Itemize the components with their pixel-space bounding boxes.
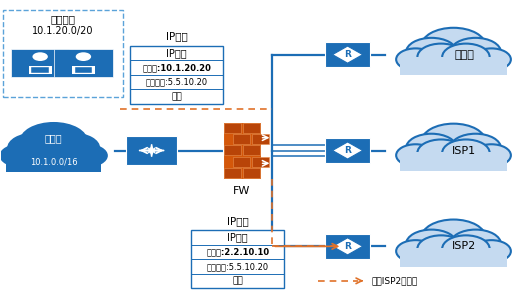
FancyBboxPatch shape [326,42,370,67]
Circle shape [0,144,41,167]
Bar [243,123,260,132]
Text: ISP2: ISP2 [452,241,476,251]
Bar [400,152,507,171]
Bar [243,168,260,178]
Circle shape [442,235,490,262]
FancyBboxPatch shape [72,66,95,74]
Circle shape [396,240,435,262]
Circle shape [66,144,108,167]
Text: 10.1.0.0/16: 10.1.0.0/16 [30,158,78,167]
Bar [6,153,101,172]
Circle shape [472,240,511,262]
Circle shape [417,139,465,166]
Circle shape [406,134,457,163]
Bar [31,67,49,73]
FancyBboxPatch shape [54,49,113,77]
Text: 目的地址:5.5.10.20: 目的地址:5.5.10.20 [145,78,208,87]
Circle shape [39,139,90,167]
Circle shape [20,122,88,161]
Circle shape [46,133,100,163]
Text: R: R [344,242,351,251]
Circle shape [406,230,457,258]
Text: 上网用户: 上网用户 [50,14,75,25]
Text: R: R [344,50,351,59]
FancyBboxPatch shape [3,10,123,97]
Circle shape [417,44,465,70]
Text: 校园网: 校园网 [45,134,63,144]
Circle shape [396,48,435,70]
Text: ISP1: ISP1 [452,145,476,156]
Polygon shape [332,142,363,159]
FancyBboxPatch shape [131,46,223,104]
Text: IP报文: IP报文 [227,216,249,226]
Circle shape [450,230,501,258]
Bar [252,157,269,167]
Text: 数据: 数据 [233,277,243,286]
Bar [400,248,507,266]
Circle shape [7,133,61,163]
Circle shape [442,44,490,70]
Bar [224,168,241,178]
Text: IP报文: IP报文 [166,32,187,42]
Bar [233,157,250,167]
Bar [224,145,241,155]
FancyBboxPatch shape [11,49,69,77]
Text: 数据: 数据 [172,92,182,101]
FancyBboxPatch shape [191,230,284,288]
Bar [233,134,250,144]
Polygon shape [332,238,363,255]
Bar [224,123,241,132]
Circle shape [406,38,457,67]
Text: IP报文: IP报文 [227,232,248,242]
Text: FW: FW [233,186,250,196]
Polygon shape [332,46,363,63]
FancyBboxPatch shape [126,136,177,165]
Text: IP报文: IP报文 [167,48,187,58]
Circle shape [417,235,465,262]
Circle shape [472,48,511,70]
Text: 源地址:2.2.10.10: 源地址:2.2.10.10 [206,247,269,256]
FancyBboxPatch shape [326,138,370,163]
Bar [75,67,92,73]
Bar [252,134,269,144]
FancyBboxPatch shape [326,234,370,259]
Bar [400,57,507,75]
Text: 源地址:10.1.20.20: 源地址:10.1.20.20 [142,63,211,72]
Circle shape [450,134,501,163]
Circle shape [421,219,486,256]
Circle shape [76,52,91,61]
Text: 访问ISP2的流量: 访问ISP2的流量 [371,276,418,285]
Bar [243,145,260,155]
Text: R: R [344,146,351,155]
FancyBboxPatch shape [222,122,261,179]
Text: 目的地址:5.5.10.20: 目的地址:5.5.10.20 [207,262,269,271]
Circle shape [472,144,511,166]
Circle shape [421,28,486,64]
Circle shape [18,139,68,167]
Text: 教育网: 教育网 [454,50,474,60]
Circle shape [421,124,486,160]
FancyBboxPatch shape [29,66,52,74]
Text: 10.1.20.0/20: 10.1.20.0/20 [32,26,93,36]
Circle shape [450,38,501,67]
Circle shape [442,139,490,166]
Circle shape [32,52,48,61]
Circle shape [396,144,435,166]
